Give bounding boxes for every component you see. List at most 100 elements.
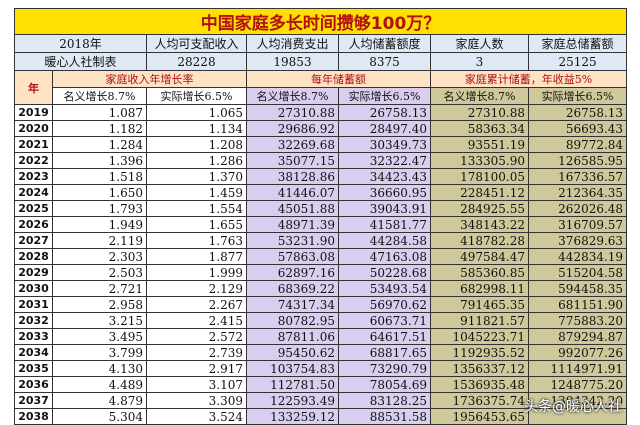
total-section-header: 家庭累计储蓄，年收益5% — [429, 70, 628, 88]
subheader-nominal: 名义增长8.7% — [246, 87, 339, 105]
value-cell-sav-n: 27310.88 — [246, 104, 339, 121]
value-cell-sav-r: 47163.08 — [338, 248, 431, 265]
value-cell-inc-n: 1.949 — [52, 216, 147, 233]
value-cell-sav-r: 36660.95 — [338, 184, 431, 201]
value-cell-sav-r: 26758.13 — [338, 104, 431, 121]
value-cell-tot-r: 212364.35 — [527, 184, 628, 201]
value-cell-inc-n: 5.304 — [52, 408, 147, 425]
value-cell-tot-r: 167336.57 — [527, 168, 628, 185]
value-cell-tot-r: 316709.57 — [527, 216, 628, 233]
value-cell-tot-r: 594458.35 — [527, 280, 628, 297]
income-section-header: 家庭收入年增长率 — [52, 70, 247, 88]
value-cell-inc-n: 1.518 — [52, 168, 147, 185]
value-cell-tot-n: 93551.19 — [430, 136, 529, 153]
value-cell-sav-n: 57863.08 — [246, 248, 339, 265]
value-cell-tot-n: 1536935.48 — [430, 376, 529, 393]
value-cell-tot-n: 497584.47 — [430, 248, 529, 265]
value-cell-tot-r: 775883.20 — [527, 312, 628, 329]
table-row: 2034 3.799 2.739 95450.62 68817.65 1192935.52… — [14, 344, 628, 361]
value-cell-tot-n: 1192935.52 — [430, 344, 529, 361]
value-cell-inc-r: 1.999 — [146, 264, 247, 281]
table-row: 2036 4.489 3.107 112781.50 78054.69 1536935.4… — [14, 376, 628, 393]
value-cell-tot-n: 27310.88 — [430, 104, 529, 121]
summary-value: 28228 — [146, 52, 247, 71]
value-cell-sav-r: 56970.62 — [338, 296, 431, 313]
value-cell-inc-n: 1.793 — [52, 200, 147, 217]
value-cell-sav-r: 44284.58 — [338, 232, 431, 249]
value-cell-tot-r: 26758.13 — [527, 104, 628, 121]
year-cell: 2035 — [14, 360, 53, 377]
year-cell: 2022 — [14, 152, 53, 169]
value-cell-sav-n: 29686.92 — [246, 120, 339, 137]
value-cell-inc-n: 2.958 — [52, 296, 147, 313]
value-cell-sav-n: 53231.90 — [246, 232, 339, 249]
value-cell-inc-r: 2.267 — [146, 296, 247, 313]
year-cell: 2033 — [14, 328, 53, 345]
value-cell-sav-n: 68369.22 — [246, 280, 339, 297]
summary-value: 8375 — [338, 52, 431, 71]
year-cell: 2021 — [14, 136, 53, 153]
year-cell: 2029 — [14, 264, 53, 281]
value-cell-inc-n: 3.215 — [52, 312, 147, 329]
year-cell: 2037 — [14, 392, 53, 409]
table-row: 2029 2.503 1.999 62897.16 50228.68 585360.85 5… — [14, 264, 628, 281]
value-cell-inc-r: 1.065 — [146, 104, 247, 121]
value-cell-inc-r: 1.286 — [146, 152, 247, 169]
year-cell: 2030 — [14, 280, 53, 297]
value-cell-inc-r: 3.309 — [146, 392, 247, 409]
value-cell-inc-r: 2.572 — [146, 328, 247, 345]
value-cell-inc-n: 1.396 — [52, 152, 147, 169]
summary-header: 家庭人数 — [430, 34, 529, 53]
value-cell-sav-n: 41446.07 — [246, 184, 339, 201]
value-cell-sav-n: 74317.34 — [246, 296, 339, 313]
subheader-real: 实际增长6.5% — [338, 87, 431, 105]
savings-table: 中国家庭多长时间攒够100万？ 2018年 人均可支配收入 人均消费支出 人均储… — [13, 8, 628, 425]
saving-section-header: 每年储蓄额 — [246, 70, 431, 88]
value-cell-tot-n: 133305.90 — [430, 152, 529, 169]
value-cell-sav-r: 68817.65 — [338, 344, 431, 361]
value-cell-sav-n: 103754.83 — [246, 360, 339, 377]
summary-header: 人均可支配收入 — [146, 34, 247, 53]
value-cell-tot-r: 442834.19 — [527, 248, 628, 265]
year-cell: 2032 — [14, 312, 53, 329]
value-cell-tot-n: 791465.35 — [430, 296, 529, 313]
value-cell-tot-n: 682998.11 — [430, 280, 529, 297]
value-cell-tot-r: 126585.95 — [527, 152, 628, 169]
value-cell-sav-n: 133259.12 — [246, 408, 339, 425]
value-cell-sav-r: 83128.25 — [338, 392, 431, 409]
value-cell-inc-n: 4.879 — [52, 392, 147, 409]
value-cell-inc-r: 1.459 — [146, 184, 247, 201]
value-cell-inc-n: 3.495 — [52, 328, 147, 345]
value-cell-tot-r: 89772.84 — [527, 136, 628, 153]
value-cell-inc-n: 4.489 — [52, 376, 147, 393]
value-cell-sav-n: 122593.49 — [246, 392, 339, 409]
subheader-real: 实际增长6.5% — [146, 87, 247, 105]
value-cell-sav-r: 78054.69 — [338, 376, 431, 393]
summary-value: 25125 — [527, 52, 628, 71]
value-cell-sav-r: 30349.73 — [338, 136, 431, 153]
value-cell-inc-r: 1.655 — [146, 216, 247, 233]
value-cell-inc-r: 1.134 — [146, 120, 247, 137]
year-cell: 2031 — [14, 296, 53, 313]
value-cell-tot-n: 58363.34 — [430, 120, 529, 137]
value-cell-tot-n: 178100.05 — [430, 168, 529, 185]
value-cell-inc-r: 3.524 — [146, 408, 247, 425]
watermark: 头条@暖心人社 — [524, 399, 622, 415]
value-cell-tot-n: 228451.12 — [430, 184, 529, 201]
year-cell: 2019 — [14, 104, 53, 121]
summary-header: 人均储蓄额度 — [338, 34, 431, 53]
year-cell: 2023 — [14, 168, 53, 185]
author-label: 暖心人社制表 — [14, 52, 147, 71]
table-row: 2027 2.119 1.763 53231.90 44284.58 418782.28 3… — [14, 232, 628, 249]
value-cell-inc-r: 2.129 — [146, 280, 247, 297]
table-row: 2021 1.284 1.208 32269.68 30349.73 93551.19 89… — [14, 136, 628, 153]
value-cell-inc-r: 1.370 — [146, 168, 247, 185]
table-row: 2020 1.182 1.134 29686.92 28497.40 58363.34 56… — [14, 120, 628, 137]
value-cell-sav-r: 53493.54 — [338, 280, 431, 297]
value-cell-sav-n: 87811.06 — [246, 328, 339, 345]
year-cell: 2034 — [14, 344, 53, 361]
value-cell-inc-n: 1.650 — [52, 184, 147, 201]
year-cell: 2028 — [14, 248, 53, 265]
summary-value: 3 — [430, 52, 529, 71]
value-cell-tot-n: 418782.28 — [430, 232, 529, 249]
